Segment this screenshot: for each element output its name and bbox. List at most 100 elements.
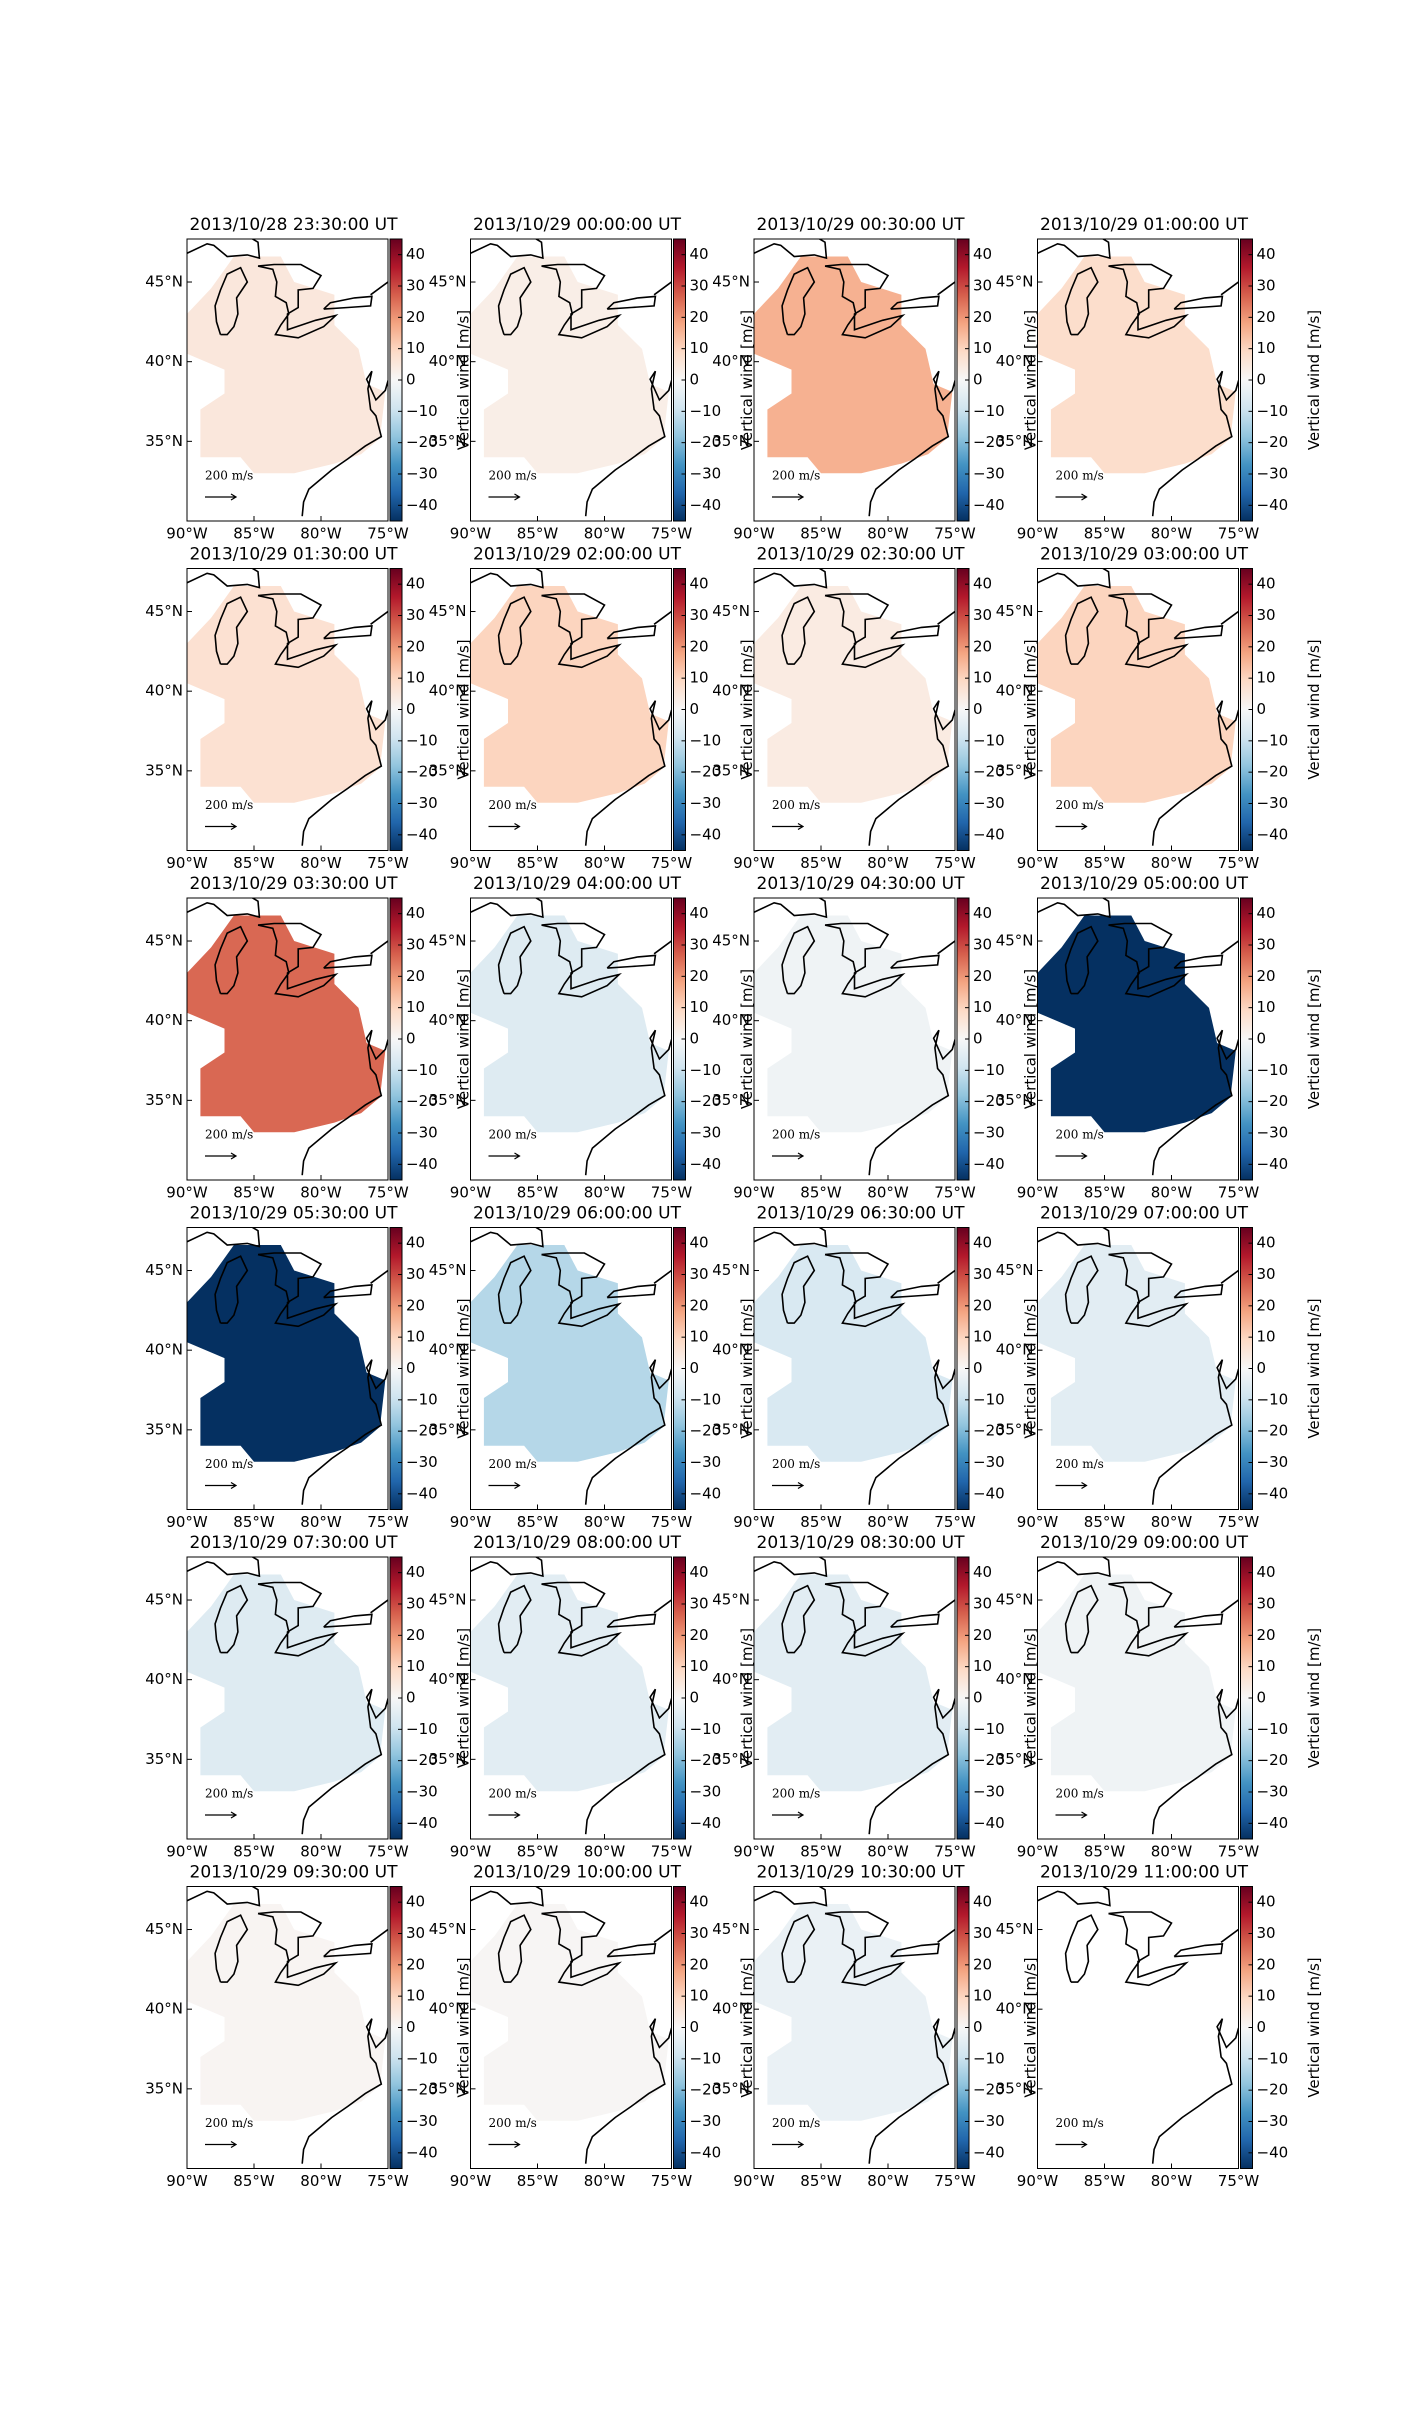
y-tick-label: 45°N: [996, 932, 1034, 950]
colorbar-tick-label: 20: [406, 637, 425, 655]
colorbar-tick-label: 30: [973, 936, 992, 954]
colorbar-tick-label: 30: [1257, 1595, 1276, 1613]
x-tick-label: 90°W: [450, 525, 492, 543]
map-panel: 2013/10/29 09:00:00 UT 200 m/s 90°W 85°W 80°…: [996, 1533, 1323, 1861]
colorbar-tick-label: −40: [406, 1484, 438, 1502]
y-tick-label: 35°N: [996, 1420, 1034, 1438]
coastline: [370, 940, 388, 955]
coastline: [1108, 1911, 1189, 1987]
colorbar-tick-label: −30: [1257, 1124, 1289, 1142]
coastline: [1173, 1943, 1224, 1958]
colorbar-tick-label: −40: [690, 1484, 722, 1502]
panel-title: 2013/10/28 23:30:00 UT: [190, 215, 399, 235]
colorbar-tick-label: 30: [690, 606, 709, 624]
colorbar-tick-label: −20: [973, 433, 1005, 451]
coastline: [1037, 898, 1111, 919]
colorbar-tick-label: 40: [690, 575, 709, 593]
colorbar-tick-label: −20: [1257, 1092, 1289, 1110]
map-area: [470, 239, 672, 517]
colorbar-tick-label: 0: [973, 2018, 983, 2036]
colorbar-tick-label: −10: [973, 1061, 1005, 1079]
colorbar-tick-label: 40: [690, 1563, 709, 1581]
y-tick-label: 40°N: [996, 2000, 1034, 2018]
map-area: [1037, 898, 1239, 1176]
colorbar-tick-label: −10: [406, 2049, 438, 2067]
colorbar-tick-label: 20: [406, 1626, 425, 1644]
coastline: [187, 1886, 261, 1907]
panel-title: 2013/10/29 01:00:00 UT: [1040, 215, 1249, 235]
colorbar-tick-label: 10: [406, 1657, 425, 1675]
colorbar-tick-label: 20: [690, 1626, 709, 1644]
colorbar-label: Vertical wind [m/s]: [455, 639, 473, 779]
coastline: [1173, 625, 1224, 640]
y-tick-label: 45°N: [996, 602, 1034, 620]
colorbar-tick-label: −40: [973, 2143, 1005, 2161]
wind-field: [470, 1904, 669, 2121]
y-tick-label: 40°N: [712, 682, 750, 700]
panel-title: 2013/10/29 08:00:00 UT: [473, 1533, 682, 1553]
colorbar-tick-label: −30: [690, 794, 722, 812]
coastline: [470, 1557, 544, 1578]
coastline: [754, 1886, 828, 1907]
coastline: [1220, 281, 1239, 296]
coastline: [470, 1227, 544, 1248]
x-tick-label: 85°W: [1084, 854, 1126, 872]
map-panel: 2013/10/29 06:30:00 UT 200 m/s 90°W 85°W 80°…: [712, 1204, 1039, 1532]
colorbar-tick-label: −20: [690, 1092, 722, 1110]
colorbar-tick-label: 10: [1257, 1328, 1276, 1346]
coastline: [1151, 1359, 1239, 1505]
colorbar-tick-label: 40: [973, 575, 992, 593]
colorbar-tick-label: −30: [406, 1453, 438, 1471]
y-tick-label: 45°N: [145, 602, 183, 620]
x-tick-label: 90°W: [1017, 854, 1059, 872]
colorbar-label: Vertical wind [m/s]: [1022, 639, 1040, 779]
axes-frame: [470, 568, 672, 851]
quiver-key-arrow: [488, 1481, 521, 1490]
map-area: [187, 239, 388, 517]
colorbar-tick-label: 20: [406, 1955, 425, 1973]
coastline: [301, 2018, 388, 2164]
coastline: [584, 370, 672, 517]
map-area: [754, 898, 955, 1176]
y-tick-label: 45°N: [145, 273, 183, 291]
y-tick-label: 40°N: [145, 1011, 183, 1029]
quiver-key-label: 200 m/s: [489, 2116, 537, 2130]
y-tick-label: 35°N: [712, 432, 750, 450]
x-tick-label: 75°W: [651, 1513, 693, 1531]
coastline: [370, 1599, 388, 1614]
colorbar-tick-label: 40: [406, 575, 425, 593]
coastline: [541, 1581, 622, 1657]
y-tick-label: 40°N: [429, 1670, 467, 1688]
y-tick-label: 40°N: [712, 1341, 750, 1359]
x-tick-label: 80°W: [1151, 1513, 1193, 1531]
wind-field: [754, 1904, 953, 2121]
quiver-key-label: 200 m/s: [772, 469, 820, 483]
x-tick-label: 85°W: [233, 2172, 275, 2190]
colorbar-tick-label: 40: [690, 1234, 709, 1252]
colorbar-tick-label: 30: [973, 1265, 992, 1283]
colorbar-tick-label: 0: [406, 371, 416, 389]
coastline: [541, 263, 622, 339]
coastline: [187, 1227, 261, 1248]
quiver-key-arrow: [488, 822, 521, 831]
quiver-key-arrow: [205, 1152, 238, 1160]
map-area: [470, 1227, 672, 1505]
colorbar-tick-label: −30: [973, 2112, 1005, 2130]
colorbar-tick-label: 0: [1257, 1689, 1267, 1707]
coastline: [606, 1613, 657, 1628]
y-tick-label: 35°N: [429, 2079, 467, 2097]
coastline: [1151, 2018, 1239, 2164]
coastline: [497, 925, 532, 995]
colorbar-tick-label: −40: [1257, 1814, 1289, 1832]
x-tick-label: 85°W: [517, 1513, 559, 1531]
coastline: [868, 2018, 955, 2164]
colorbar-tick-label: −40: [973, 1155, 1005, 1173]
map-area: [187, 1557, 388, 1835]
x-tick-label: 80°W: [300, 1513, 342, 1531]
colorbar-tick-label: −30: [406, 465, 438, 483]
colorbar-label: Vertical wind [m/s]: [455, 1957, 473, 2097]
coastline: [541, 593, 622, 669]
coastline: [323, 1284, 373, 1299]
colorbar-tick-label: −20: [973, 1751, 1005, 1769]
colorbar-tick-label: −40: [973, 496, 1005, 514]
